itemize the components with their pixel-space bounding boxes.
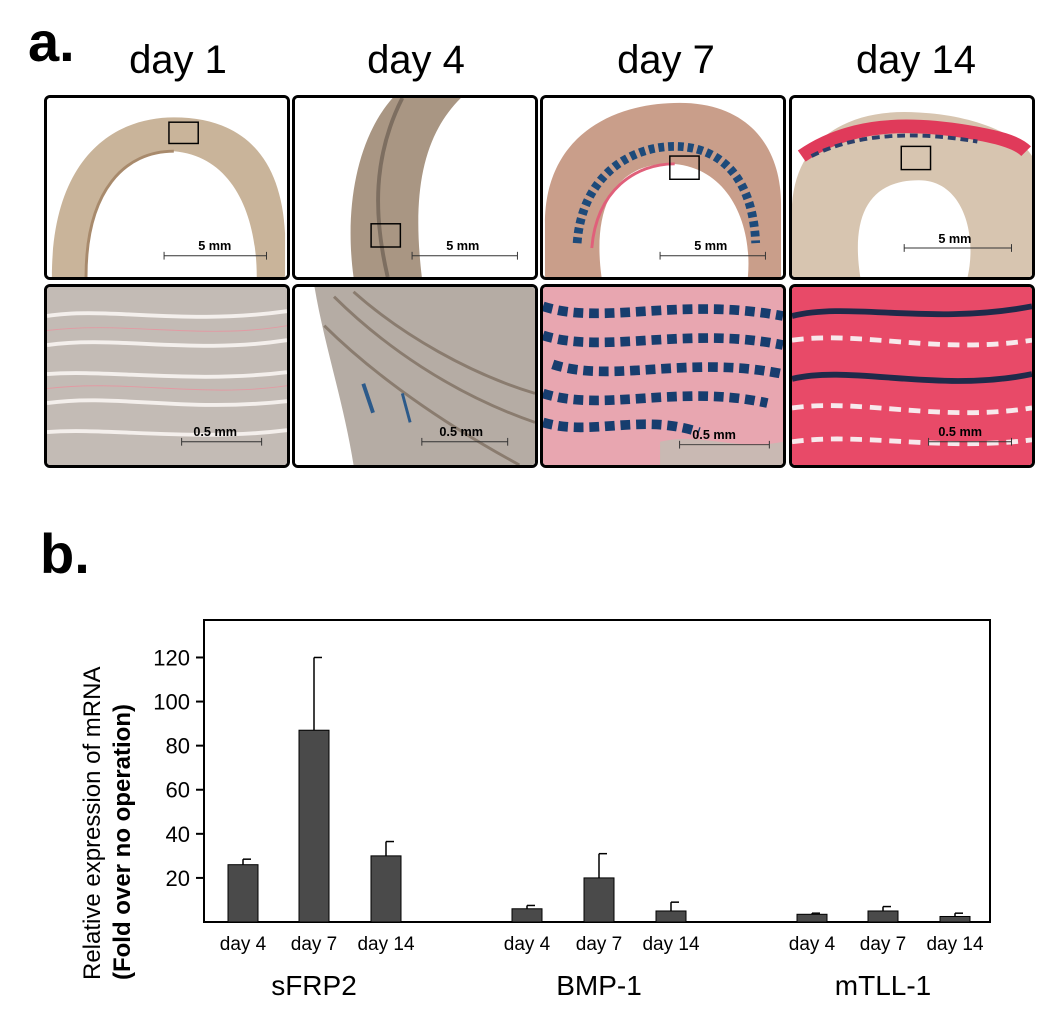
y-tick-label: 100: [153, 690, 190, 715]
micrograph-day1-detail: 0.5 mm: [44, 284, 290, 468]
scale-bar-label: 0.5 mm: [938, 425, 982, 439]
bar: [227, 864, 259, 923]
day-header-7: day 7: [617, 38, 715, 82]
group-label: BMP-1: [556, 970, 642, 1001]
x-tick-label: day 7: [576, 934, 622, 955]
scale-bar-label: 0.5 mm: [439, 425, 483, 439]
x-tick-label: day 7: [291, 934, 337, 955]
bar: [796, 913, 828, 923]
x-tick-label: day 4: [504, 934, 551, 955]
micrograph-day4-detail: 0.5 mm: [292, 284, 538, 468]
panel-b-label: b.: [40, 522, 90, 585]
micrograph-day4-overview: 5 mm: [292, 95, 538, 280]
day-header-1: day 1: [129, 38, 227, 82]
bar: [298, 729, 330, 923]
y-tick-label: 20: [166, 866, 190, 891]
micrograph-day7-detail: 0.5 mm: [540, 284, 786, 468]
bar: [867, 910, 899, 923]
panel-a-label: a.: [28, 10, 75, 73]
y-tick-label: 120: [153, 645, 190, 670]
scale-bar-label: 0.5 mm: [193, 425, 237, 439]
bar: [511, 908, 543, 923]
bar: [583, 877, 615, 923]
group-label: mTLL-1: [835, 970, 931, 1001]
x-tick-label: day 4: [220, 934, 267, 955]
x-tick-label: day 14: [642, 934, 699, 955]
micrograph-day1-overview: 5 mm: [44, 95, 290, 280]
scale-bar-label: 0.5 mm: [692, 428, 736, 442]
micrograph-day7-overview: 5 mm: [540, 95, 786, 280]
scale-bar-label: 5 mm: [694, 239, 727, 253]
scale-bar-label: 5 mm: [446, 239, 479, 253]
day-header-4: day 4: [367, 38, 465, 82]
y-tick-label: 40: [166, 822, 190, 847]
x-tick-label: day 14: [357, 934, 414, 955]
micrograph-day14-overview: 5 mm: [789, 95, 1035, 280]
y-tick-label: 60: [166, 778, 190, 803]
bar: [939, 915, 971, 923]
scale-bar-label: 5 mm: [938, 232, 971, 246]
group-label: sFRP2: [271, 970, 357, 1001]
x-tick-label: day 4: [789, 934, 836, 955]
x-tick-label: day 7: [860, 934, 906, 955]
day-header-14: day 14: [855, 38, 977, 82]
scale-bar-label: 5 mm: [198, 239, 231, 253]
x-tick-label: day 14: [926, 934, 983, 955]
micrograph-day14-detail: 0.5 mm: [789, 284, 1035, 468]
y-tick-label: 80: [166, 734, 190, 759]
bar: [370, 855, 402, 923]
bar: [655, 910, 687, 923]
